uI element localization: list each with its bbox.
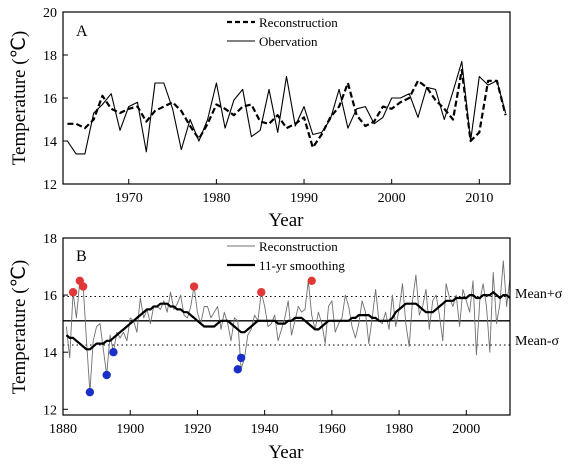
panel-b-x-tick-label: 1960	[318, 422, 346, 437]
panel-b-series	[65, 260, 511, 393]
panel-b-x-tick-label: 1940	[251, 422, 279, 437]
cold-extreme-marker	[236, 353, 246, 363]
panel-b-extreme-markers	[68, 276, 316, 397]
panel-b-x-tick-label: 1980	[385, 422, 413, 437]
reconstruction-line-b	[65, 260, 511, 393]
panel-a-x-tick-label: 1970	[115, 191, 143, 206]
observation-line-a	[66, 60, 507, 155]
panel-b-x-tick-label: 1880	[49, 422, 77, 437]
panel-a-legend: Reconstruction Obervation	[227, 15, 338, 49]
warm-extreme-marker	[307, 276, 316, 286]
panel-b-x-tick-label: 1920	[183, 422, 211, 437]
panel-a-x-tick-label: 1980	[202, 191, 230, 206]
panel-b-x-tick-label: 1900	[116, 422, 144, 437]
panel-b: 1880 1900 1920 1940 1960 1980 2000 12 14 16 18 B R…	[9, 232, 563, 463]
panel-a-x-axis-title: Year	[268, 210, 304, 231]
panel-b-y-tick-label: 16	[43, 289, 57, 304]
panel-a-y-tick-label: 12	[43, 178, 57, 193]
legend-a-observation-label: Obervation	[259, 34, 318, 49]
panel-b-y-tick-label: 12	[43, 403, 57, 418]
panel-a-x-tick-label: 2000	[378, 191, 406, 206]
cold-extreme-marker	[85, 387, 95, 397]
warm-extreme-marker	[189, 282, 199, 291]
panel-a: 1970 1980 1990 2000 2010 12 14 16 18 20 A Reconst…	[9, 6, 511, 231]
smoothing-line-b	[65, 291, 511, 351]
panel-b-x-tick-label: 2000	[452, 422, 480, 437]
panel-a-y-tick-label: 16	[43, 92, 57, 107]
warm-extreme-marker	[257, 288, 266, 297]
cold-extreme-marker	[102, 370, 111, 380]
mean-plus-sigma-label: Mean+σ	[515, 287, 563, 302]
panel-a-y-tick-label: 14	[43, 135, 57, 150]
legend-b-reconstruction-label: Reconstruction	[259, 239, 338, 254]
panel-b-x-axis-title: Year	[268, 442, 304, 463]
panel-a-x-tick-label: 2010	[465, 191, 493, 206]
panel-b-y-tick-label: 18	[43, 232, 57, 247]
panel-b-y-axis-title: Temperature (℃)	[9, 260, 30, 394]
warm-extreme-marker	[78, 282, 88, 291]
panel-a-y-tick-label: 18	[43, 49, 57, 64]
legend-a-reconstruction-label: Reconstruction	[259, 15, 338, 30]
panel-a-y-tick-label: 20	[43, 6, 57, 21]
panel-a-y-axis-title: Temperature (℃)	[9, 31, 30, 165]
cold-extreme-marker	[233, 365, 242, 374]
panel-b-legend: Reconstruction 11-yr smoothing	[227, 239, 345, 273]
warm-extreme-marker	[68, 288, 78, 297]
cold-extreme-marker	[109, 347, 118, 357]
legend-b-smoothing-label: 11-yr smoothing	[259, 258, 345, 273]
panel-a-ticks: 1970 1980 1990 2000 2010 12 14 16 18 20	[43, 6, 493, 206]
reconstruction-line-a	[67, 68, 507, 149]
panel-a-label: A	[76, 23, 88, 40]
panel-b-ticks: 1880 1900 1920 1940 1960 1980 2000 12 14 16 18	[43, 232, 480, 437]
panel-a-series	[66, 60, 507, 155]
panel-b-frame	[62, 237, 511, 416]
panel-b-label: B	[76, 248, 87, 265]
panel-a-frame	[62, 11, 511, 185]
panel-b-y-tick-label: 14	[43, 346, 57, 361]
panel-a-x-tick-label: 1990	[290, 191, 318, 206]
mean-minus-sigma-label: Mean-σ	[515, 334, 560, 349]
